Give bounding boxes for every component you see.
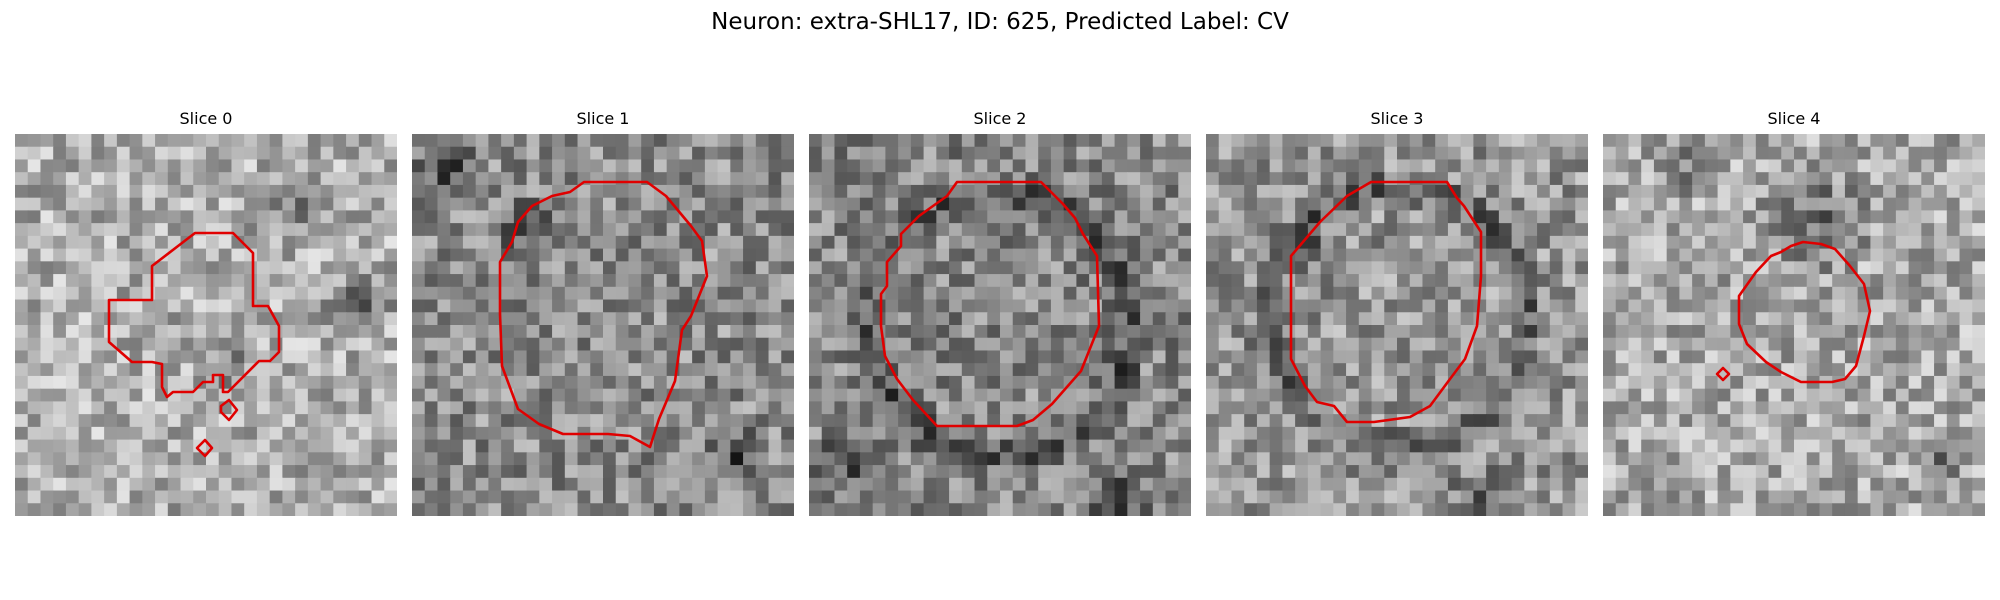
segmentation-contour — [107, 231, 281, 399]
slice-title-3: Slice 3 — [1370, 109, 1424, 128]
pixel-texture — [809, 134, 1191, 516]
segmentation-contour-fragment — [219, 398, 239, 422]
segmentation-contour — [1737, 240, 1872, 384]
segmentation-contour — [879, 180, 1101, 428]
segmentation-contour-fragment — [195, 438, 214, 458]
pixel-texture — [15, 134, 397, 516]
segmentation-contour — [498, 180, 709, 449]
slice-title-1: Slice 1 — [576, 109, 630, 128]
slice-panel-4: Slice 4 — [1603, 108, 1985, 520]
slice-image-2 — [809, 134, 1191, 516]
slice-image-3 — [1206, 134, 1588, 516]
slice-image-1 — [412, 134, 794, 516]
pixel-texture — [412, 134, 794, 516]
slice-panel-1: Slice 1 — [412, 108, 794, 520]
pixel-texture — [1603, 134, 1985, 516]
slice-panel-0: Slice 0 — [15, 108, 397, 520]
segmentation-contour-fragment — [1715, 366, 1731, 382]
slice-image-0 — [15, 134, 397, 516]
figure-title: Neuron: extra-SHL17, ID: 625, Predicted … — [711, 9, 1289, 35]
slice-title-4: Slice 4 — [1767, 109, 1821, 128]
slice-panel-3: Slice 3 — [1206, 108, 1588, 520]
pixel-texture — [1206, 134, 1588, 516]
segmentation-contour — [1289, 180, 1483, 424]
slice-panel-2: Slice 2 — [809, 108, 1191, 520]
slice-title-0: Slice 0 — [179, 109, 233, 128]
slice-title-2: Slice 2 — [973, 109, 1027, 128]
slice-image-4 — [1603, 134, 1985, 516]
